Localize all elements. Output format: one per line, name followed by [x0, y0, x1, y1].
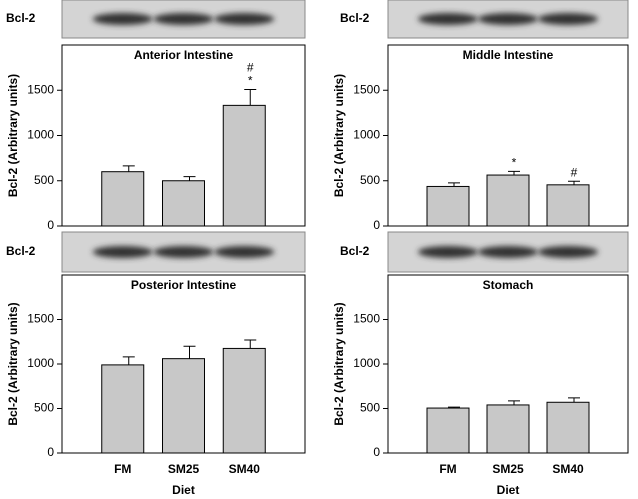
- y-axis-label: Bcl-2 (Arbitrary units): [6, 302, 20, 425]
- blot-label: Bcl-2: [340, 244, 370, 258]
- y-tick-label: 1500: [353, 312, 380, 326]
- blot-band: [418, 246, 478, 258]
- y-axis-label: Bcl-2 (Arbitrary units): [332, 74, 346, 197]
- significance-mark: *: [512, 156, 517, 170]
- significance-mark: #: [571, 165, 578, 179]
- error-bar: [568, 180, 580, 185]
- y-tick-label: 0: [47, 218, 54, 232]
- chart-title: Stomach: [483, 278, 534, 292]
- bar: [546, 184, 590, 227]
- x-tick-label: SM40: [229, 462, 261, 476]
- y-tick-label: 1000: [27, 356, 54, 370]
- significance-mark: *: [248, 74, 253, 88]
- x-tick-label: FM: [114, 462, 131, 476]
- y-tick-label: 500: [360, 173, 380, 187]
- blot-band: [92, 246, 153, 258]
- error-bar: [448, 182, 460, 187]
- y-axis-label: Bcl-2 (Arbitrary units): [332, 302, 346, 425]
- bar: [486, 174, 530, 227]
- x-tick-label: SM25: [492, 462, 524, 476]
- x-tick-label: FM: [439, 462, 456, 476]
- error-bar: [122, 165, 135, 172]
- chart-title: Anterior Intestine: [134, 48, 234, 62]
- bar: [162, 358, 205, 454]
- error-bar: [448, 406, 460, 409]
- y-tick-label: 1500: [27, 82, 54, 96]
- bar: [162, 180, 205, 227]
- y-tick-label: 1000: [353, 128, 380, 142]
- error-bar: [244, 89, 257, 106]
- y-tick-label: 1500: [353, 82, 380, 96]
- blot-band: [153, 246, 214, 258]
- bar: [222, 104, 266, 227]
- y-tick-label: 1500: [27, 312, 54, 326]
- blot-band: [478, 246, 538, 258]
- error-bar: [183, 345, 196, 359]
- blot-band: [214, 13, 275, 25]
- x-axis-label: Diet: [172, 483, 195, 497]
- y-tick-label: 0: [373, 445, 380, 459]
- y-tick-label: 0: [373, 218, 380, 232]
- error-bar: [122, 356, 135, 365]
- blot-band: [214, 246, 275, 258]
- error-bar: [244, 339, 257, 349]
- bar: [426, 407, 470, 454]
- significance-mark: #: [247, 61, 254, 75]
- bar: [101, 171, 145, 227]
- y-tick-label: 500: [34, 401, 54, 415]
- x-axis-label: Diet: [497, 483, 520, 497]
- blot-band: [478, 13, 538, 25]
- blot-label: Bcl-2: [6, 11, 36, 25]
- blot-label: Bcl-2: [340, 11, 370, 25]
- y-tick-label: 500: [360, 401, 380, 415]
- bar: [546, 401, 590, 454]
- y-tick-label: 1000: [27, 128, 54, 142]
- bar: [486, 404, 530, 454]
- blot-band: [418, 13, 478, 25]
- blot-band: [92, 13, 153, 25]
- y-tick-label: 0: [47, 445, 54, 459]
- x-tick-label: SM25: [168, 462, 200, 476]
- error-bar: [508, 400, 520, 405]
- blot-label: Bcl-2: [6, 244, 36, 258]
- error-bar: [183, 176, 196, 181]
- x-tick-label: SM40: [552, 462, 584, 476]
- chart-title: Middle Intestine: [463, 48, 554, 62]
- error-bar: [568, 397, 580, 403]
- blot-band: [538, 246, 598, 258]
- chart-title: Posterior Intestine: [131, 278, 237, 292]
- bar: [426, 185, 470, 227]
- y-tick-label: 1000: [353, 356, 380, 370]
- bar: [101, 364, 145, 454]
- y-axis-label: Bcl-2 (Arbitrary units): [6, 74, 20, 197]
- blot-band: [153, 13, 214, 25]
- y-tick-label: 500: [34, 173, 54, 187]
- error-bar: [508, 170, 520, 176]
- blot-band: [538, 13, 598, 25]
- bar: [222, 347, 266, 454]
